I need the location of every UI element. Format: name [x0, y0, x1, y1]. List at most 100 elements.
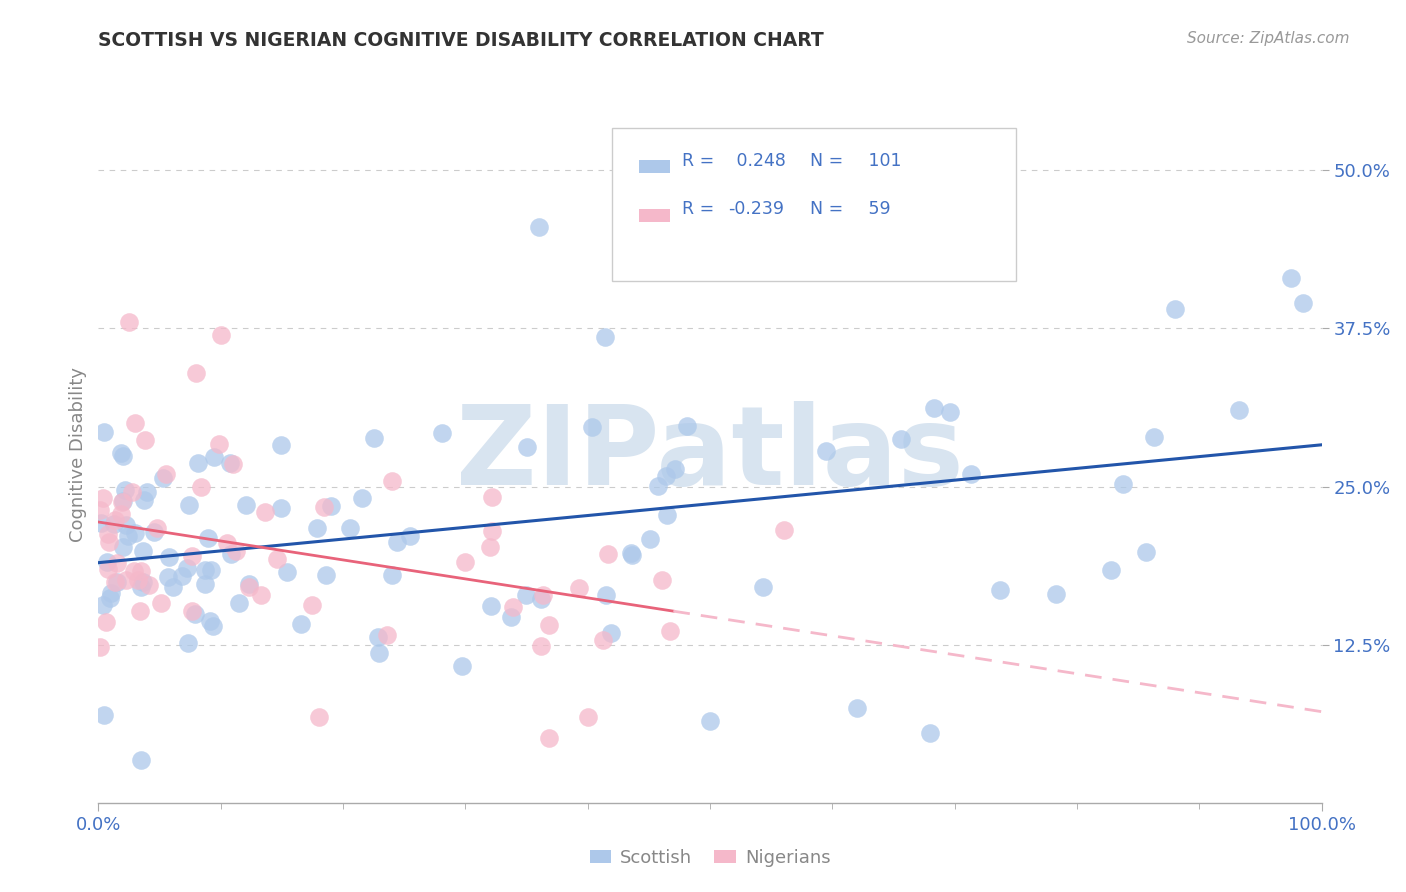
Point [1112, 476, 1135, 491]
Point [128, 604, 150, 618]
Point [117, 529, 139, 543]
Point [515, 588, 537, 602]
Point [96, 562, 118, 576]
Point [238, 580, 260, 594]
Text: -0.239: -0.239 [728, 201, 785, 219]
Point [155, 467, 177, 481]
Point [664, 462, 686, 476]
Point [157, 549, 180, 564]
Point [537, 731, 560, 745]
Point [363, 431, 385, 445]
Point [114, 573, 136, 587]
Point [1045, 586, 1067, 600]
Text: Source: ZipAtlas.com: Source: ZipAtlas.com [1187, 31, 1350, 46]
Point [197, 531, 219, 545]
Point [308, 710, 330, 724]
Y-axis label: Cognitive Disability: Cognitive Disability [69, 368, 87, 542]
Point [114, 518, 136, 533]
Point [150, 596, 173, 610]
Point [266, 552, 288, 566]
Text: 101: 101 [863, 152, 901, 169]
Point [89, 503, 111, 517]
Point [516, 440, 538, 454]
Point [375, 628, 398, 642]
Point [595, 330, 617, 344]
Point [132, 544, 155, 558]
Point [530, 639, 553, 653]
Point [531, 589, 554, 603]
Point [98, 591, 121, 606]
Point [481, 490, 503, 504]
Point [599, 626, 621, 640]
Point [576, 710, 599, 724]
Point [91, 598, 114, 612]
Text: R =: R = [682, 152, 714, 169]
Point [1099, 563, 1122, 577]
Point [270, 500, 292, 515]
Point [451, 658, 474, 673]
Point [399, 529, 422, 543]
Point [181, 549, 204, 564]
Point [481, 524, 503, 538]
Point [129, 580, 152, 594]
Point [845, 701, 868, 715]
Point [105, 575, 128, 590]
Point [90, 516, 112, 531]
Point [249, 588, 271, 602]
Point [305, 521, 328, 535]
Point [127, 573, 149, 587]
Point [225, 544, 247, 558]
Point [134, 433, 156, 447]
Point [502, 600, 524, 615]
Point [198, 614, 221, 628]
Point [1135, 545, 1157, 559]
Point [111, 495, 134, 509]
Text: 0.248: 0.248 [731, 152, 786, 169]
Point [190, 480, 212, 494]
Point [592, 633, 614, 648]
Point [530, 592, 553, 607]
Point [381, 474, 404, 488]
Point [276, 565, 298, 579]
Point [620, 545, 643, 559]
Point [595, 588, 617, 602]
Point [114, 483, 136, 497]
Point [647, 479, 669, 493]
Point [752, 580, 775, 594]
Point [111, 449, 134, 463]
Point [772, 523, 794, 537]
Point [170, 569, 193, 583]
Point [89, 640, 111, 654]
Point [97, 527, 120, 541]
Point [221, 547, 243, 561]
Point [124, 417, 146, 431]
Point [598, 547, 620, 561]
Point [94, 615, 117, 629]
Point [922, 401, 945, 416]
Point [184, 607, 207, 622]
Point [890, 433, 912, 447]
Point [339, 521, 361, 535]
Text: N =: N = [810, 201, 844, 219]
Point [180, 604, 202, 618]
Point [194, 577, 217, 591]
Point [655, 469, 678, 483]
Point [1164, 302, 1187, 317]
Point [145, 521, 167, 535]
Point [620, 548, 643, 562]
Point [105, 556, 128, 570]
Point [499, 610, 522, 624]
Point [290, 617, 312, 632]
Point [208, 437, 231, 451]
Point [96, 555, 118, 569]
Point [194, 563, 217, 577]
Point [121, 484, 143, 499]
FancyBboxPatch shape [612, 128, 1015, 281]
Point [201, 619, 224, 633]
Point [110, 446, 132, 460]
FancyBboxPatch shape [640, 160, 669, 173]
Point [118, 315, 141, 329]
Point [312, 500, 335, 514]
Point [132, 493, 155, 508]
Point [741, 239, 763, 253]
